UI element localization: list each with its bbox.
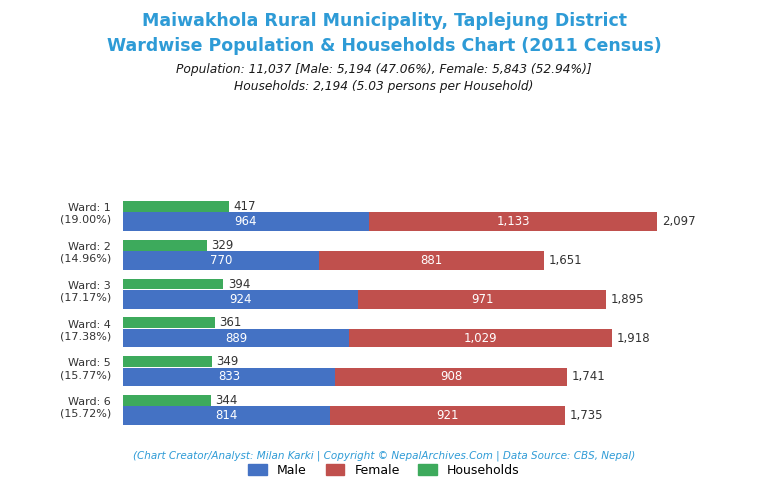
Bar [123,279,223,289]
Text: 964: 964 [234,215,257,228]
Text: 971: 971 [471,293,493,306]
Text: Wardwise Population & Households Chart (2011 Census): Wardwise Population & Households Chart (… [107,37,661,55]
Text: 1,133: 1,133 [496,215,530,228]
Text: Ward: 5
(15.77%): Ward: 5 (15.77%) [60,358,111,380]
Bar [123,317,215,328]
Text: 833: 833 [218,370,240,384]
Bar [369,212,657,231]
Bar [123,368,335,386]
Text: Ward: 2
(14.96%): Ward: 2 (14.96%) [60,242,111,264]
Bar [123,251,319,270]
Bar [123,406,330,425]
Text: 361: 361 [220,317,242,329]
Bar [123,356,212,367]
Text: Maiwakhola Rural Municipality, Taplejung District: Maiwakhola Rural Municipality, Taplejung… [141,12,627,31]
Legend: Male, Female, Households: Male, Female, Households [243,459,525,482]
Bar [123,329,349,348]
Text: Ward: 3
(17.17%): Ward: 3 (17.17%) [60,281,111,303]
Text: 889: 889 [225,332,247,345]
Bar [123,201,229,212]
Text: 329: 329 [211,239,233,252]
Text: 1,735: 1,735 [570,409,603,422]
Text: Households: 2,194 (5.03 persons per Household): Households: 2,194 (5.03 persons per Hous… [234,80,534,93]
Text: Ward: 1
(19.00%): Ward: 1 (19.00%) [60,203,111,225]
Bar [359,290,606,309]
Text: (Chart Creator/Analyst: Milan Karki | Copyright © NepalArchives.Com | Data Sourc: (Chart Creator/Analyst: Milan Karki | Co… [133,451,635,461]
Text: 924: 924 [230,293,252,306]
Text: Ward: 6
(15.72%): Ward: 6 (15.72%) [60,397,111,419]
Text: 394: 394 [228,278,250,290]
Bar [123,290,359,309]
Text: 1,895: 1,895 [611,293,644,306]
Text: 344: 344 [215,394,237,407]
Text: Ward: 4
(17.38%): Ward: 4 (17.38%) [60,319,111,341]
Text: 1,651: 1,651 [548,254,582,267]
Text: 1,741: 1,741 [571,370,605,384]
Text: 417: 417 [233,200,257,213]
Text: 349: 349 [217,355,239,368]
Bar [319,251,544,270]
Text: 770: 770 [210,254,232,267]
Bar [349,329,612,348]
Text: 1,029: 1,029 [464,332,498,345]
Bar [123,395,210,406]
Bar [123,240,207,251]
Text: 2,097: 2,097 [662,215,696,228]
Bar [123,212,369,231]
Bar [335,368,567,386]
Text: 814: 814 [216,409,238,422]
Text: 921: 921 [436,409,459,422]
Text: 881: 881 [420,254,442,267]
Bar [330,406,565,425]
Text: 1,918: 1,918 [617,332,650,345]
Text: Population: 11,037 [Male: 5,194 (47.06%), Female: 5,843 (52.94%)]: Population: 11,037 [Male: 5,194 (47.06%)… [176,63,592,76]
Text: 908: 908 [440,370,462,384]
